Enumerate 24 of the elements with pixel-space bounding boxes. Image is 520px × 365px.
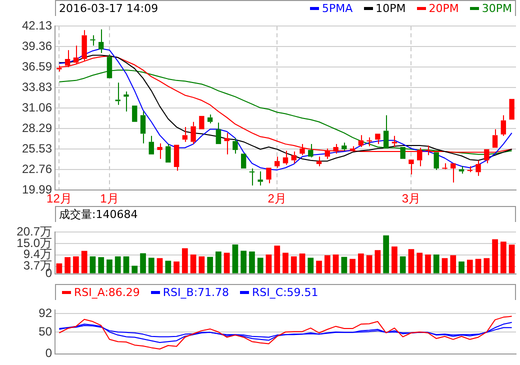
y-tick-label: 9.4万 [23, 247, 52, 262]
y-tick-label: 92 [38, 306, 52, 320]
chart-title: 2016-03-17 14:09 [59, 1, 160, 16]
y-tick-label: 39.36 [22, 39, 52, 54]
legend-label: 10PM [376, 2, 406, 15]
y-tick-label: 28.29 [22, 120, 52, 135]
legend-label: 5PMA [322, 2, 353, 15]
y-tick-label: 33.83 [22, 80, 52, 94]
y-tick-label: 31.06 [22, 100, 52, 114]
legend-label: RSI_B:71.78 [162, 286, 230, 299]
y-tick-label: 36.59 [22, 60, 52, 74]
chart-title: 成交量:140684 [59, 207, 139, 222]
legend-label: 30PM [482, 2, 512, 15]
y-tick-label: 50 [38, 324, 52, 338]
x-tick-label: 2月 [268, 192, 286, 206]
y-tick-label: 25.53 [22, 141, 52, 156]
x-tick-label: 3月 [402, 192, 421, 206]
legend-label: RSI_A:86.29 [74, 286, 140, 299]
y-tick-label: 42.13 [22, 18, 52, 33]
x-tick-label: 1月 [100, 192, 119, 206]
y-tick-label: 0 [45, 346, 52, 360]
legend-label: 20PM [428, 2, 459, 15]
legend-label: RSI_C:59.51 [252, 286, 318, 299]
y-tick-label: 22.76 [22, 162, 52, 176]
